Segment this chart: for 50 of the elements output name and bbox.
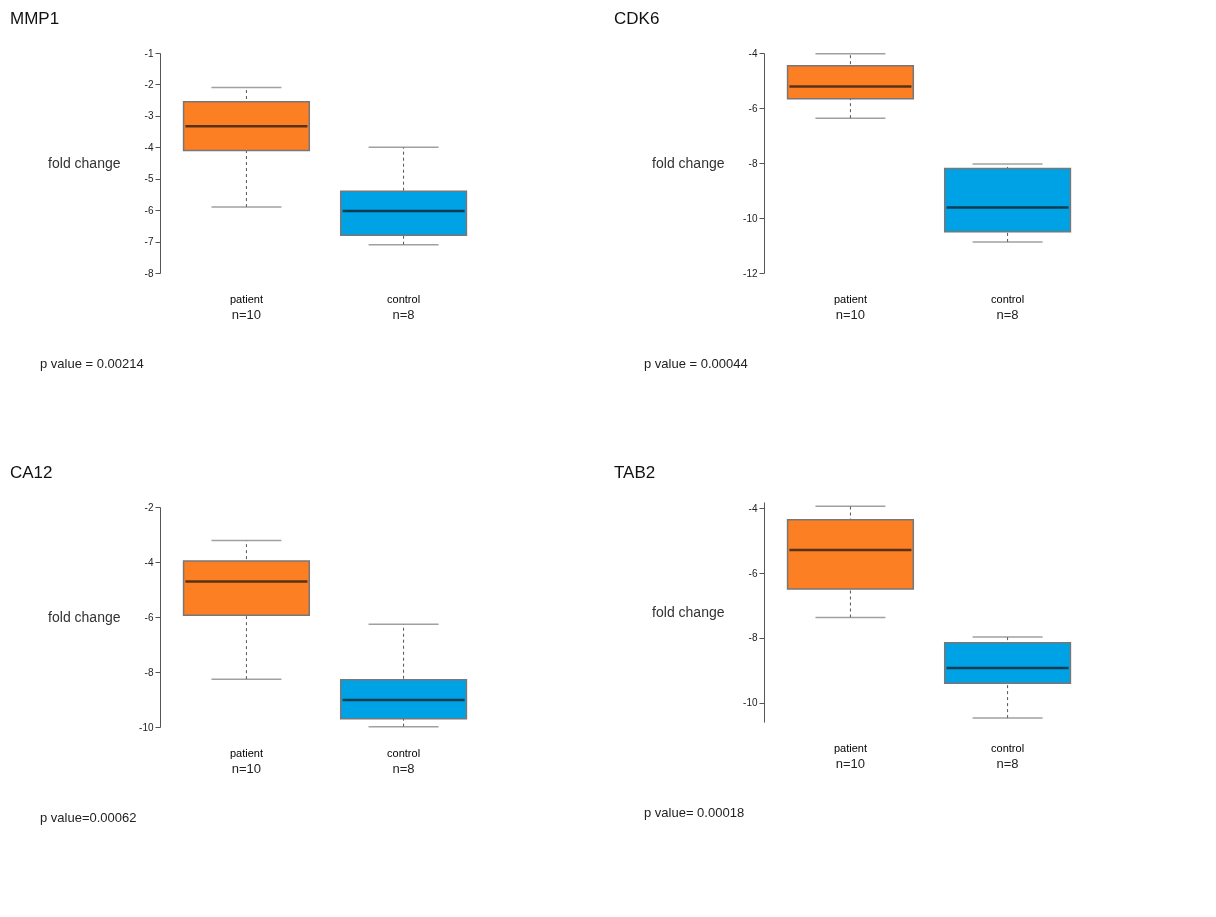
x-tick-label: patient bbox=[833, 292, 867, 305]
text: n=8 bbox=[996, 756, 1019, 771]
y-axis-title: fold change bbox=[48, 154, 121, 171]
text: p value = 0.00044 bbox=[644, 356, 748, 371]
x-tick-label: control bbox=[387, 292, 421, 305]
text: n=10 bbox=[835, 307, 866, 322]
chart-title: CDK6 bbox=[614, 9, 660, 28]
y-tick-label: -8 bbox=[144, 666, 154, 678]
text: TAB2 bbox=[614, 463, 656, 482]
y-tick-label: -2 bbox=[144, 501, 154, 513]
text: CA12 bbox=[10, 463, 53, 482]
y-tick-label: -7 bbox=[144, 236, 154, 248]
text: n=8 bbox=[392, 761, 415, 776]
y-tick-label: -4 bbox=[144, 556, 154, 568]
y-tick-label: -10 bbox=[139, 721, 154, 733]
y-tick-label: -6 bbox=[748, 567, 758, 579]
y-tick-label: -8 bbox=[748, 157, 758, 169]
y-axis-title: fold change bbox=[48, 608, 121, 625]
y-tick-label: -6 bbox=[748, 102, 758, 114]
y-tick-label: -4 bbox=[144, 141, 154, 153]
y-tick-label: -1 bbox=[144, 47, 154, 59]
text: n=10 bbox=[231, 761, 262, 776]
x-tick-label: patient bbox=[229, 292, 263, 305]
y-tick-label: -6 bbox=[144, 611, 154, 623]
x-tick-label: control bbox=[387, 746, 421, 759]
y-tick-label: -5 bbox=[144, 173, 154, 185]
y-tick-label: -3 bbox=[144, 110, 154, 122]
chart-title: MMP1 bbox=[10, 9, 60, 28]
y-tick-label: -8 bbox=[144, 267, 154, 279]
y-axis-title: fold change bbox=[652, 154, 725, 171]
y-tick-label: -8 bbox=[748, 632, 758, 644]
y-tick-label: -6 bbox=[144, 204, 154, 216]
x-tick-label: control bbox=[991, 741, 1025, 754]
text: n=8 bbox=[392, 307, 415, 322]
text: p value=0.00062 bbox=[40, 810, 137, 825]
y-tick-label: -10 bbox=[743, 697, 758, 709]
x-tick-label: control bbox=[991, 292, 1025, 305]
text: n=8 bbox=[996, 307, 1019, 322]
y-tick-label: -2 bbox=[144, 78, 154, 90]
y-tick-label: -10 bbox=[743, 212, 758, 224]
text: n=10 bbox=[231, 307, 262, 322]
y-axis-title: fold change bbox=[652, 603, 725, 620]
text: p value= 0.00018 bbox=[644, 805, 745, 820]
x-tick-label: patient bbox=[229, 746, 263, 759]
y-tick-label: -4 bbox=[748, 502, 758, 514]
y-tick-label: -12 bbox=[743, 267, 758, 279]
x-tick-label: patient bbox=[833, 741, 867, 754]
text: n=10 bbox=[835, 756, 866, 771]
y-tick-label: -4 bbox=[748, 47, 758, 59]
text: p value = 0.00214 bbox=[40, 356, 144, 371]
